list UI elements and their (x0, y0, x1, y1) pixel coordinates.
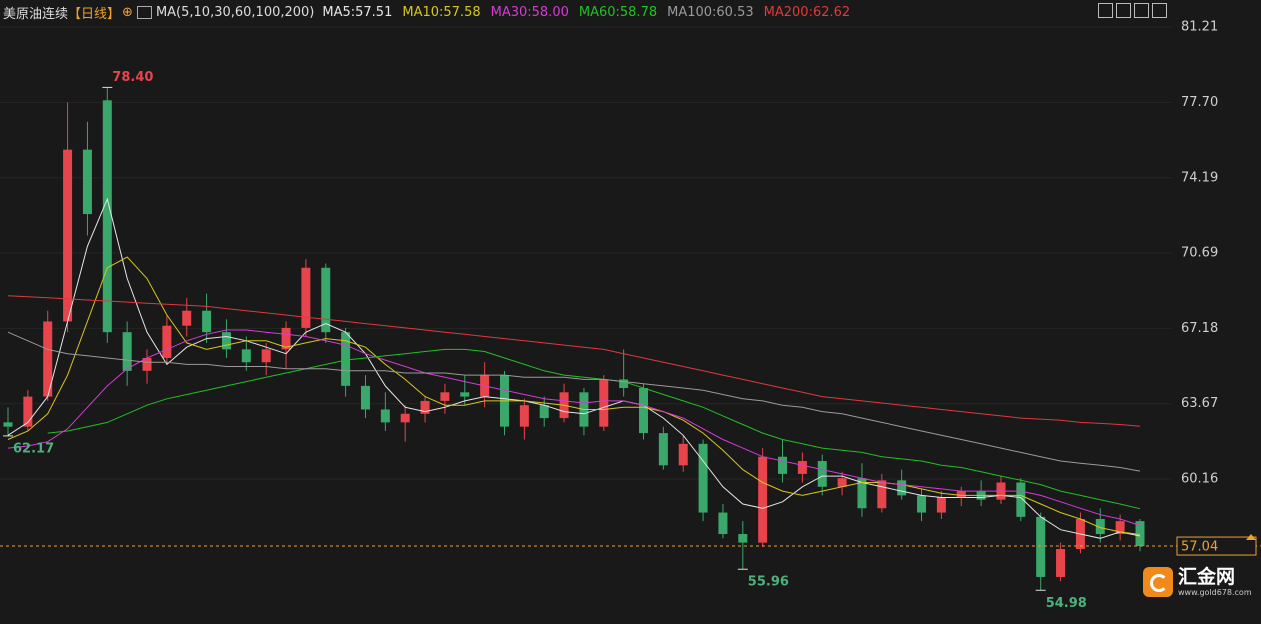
candle-body (1016, 482, 1026, 517)
candle-body (936, 497, 946, 513)
extreme-label: 78.40 (112, 70, 153, 85)
candle-body (1095, 518, 1105, 535)
candle-body (738, 534, 748, 543)
tool-button[interactable] (1116, 3, 1131, 18)
toolbar (1098, 3, 1167, 18)
logo: 汇金网 www.gold678.com (1143, 566, 1252, 597)
ma-line (7, 331, 1141, 472)
candle-body (221, 332, 231, 350)
candle-body (778, 456, 788, 474)
candle-body (1115, 521, 1125, 535)
tool-button[interactable] (1152, 3, 1167, 18)
logo-url: www.gold678.com (1178, 588, 1252, 597)
extreme-label: 62.17 (13, 441, 54, 456)
candle-body (281, 327, 291, 350)
candle-body (956, 491, 966, 498)
candle-body (539, 405, 549, 419)
y-tick-label: 60.16 (1181, 472, 1218, 487)
y-tick-label: 74.19 (1181, 170, 1218, 185)
logo-text: 汇金网 www.gold678.com (1178, 566, 1252, 597)
legend-item: MA200:62.62 (763, 5, 851, 20)
candle-body (440, 392, 450, 401)
candle-body (3, 422, 13, 427)
last-price-box (1176, 536, 1257, 556)
candle-body (182, 310, 192, 326)
candle-body (658, 433, 668, 466)
ma-line (7, 256, 1141, 535)
ma-line (7, 295, 1141, 427)
legend: MA5:57.51 MA10:57.58 MA30:58.00 MA60:58.78 M… (322, 5, 850, 20)
candle-body (420, 400, 430, 414)
candle-body (1135, 521, 1145, 547)
candle-body (877, 480, 887, 509)
candle-body (341, 332, 351, 386)
candle-body (202, 310, 212, 333)
candle-body (519, 405, 529, 427)
candle-body (758, 456, 768, 543)
candle-body (241, 349, 251, 363)
candle-body (460, 392, 470, 397)
candle-body (261, 349, 271, 363)
candle-body (917, 495, 927, 513)
legend-item: MA5:57.51 (322, 5, 393, 20)
extreme-label: 54.98 (1046, 596, 1087, 611)
candle-body (400, 413, 410, 423)
legend-item: MA10:57.58 (402, 5, 481, 20)
ma-line (7, 197, 1141, 539)
candle-body (360, 385, 370, 410)
extreme-label: 55.96 (748, 575, 789, 590)
add-icon[interactable]: ⊕ (122, 5, 133, 20)
y-tick-label: 70.69 (1181, 245, 1218, 260)
candle-body (122, 332, 132, 371)
candle-body (142, 357, 152, 371)
candle-body (797, 461, 807, 474)
candle-body (301, 267, 311, 328)
symbol: 美原油连续 (3, 7, 69, 22)
candle-body (63, 149, 73, 322)
ma-line (47, 348, 1141, 510)
y-tick-label: 63.67 (1181, 396, 1218, 411)
candle-body (380, 409, 390, 423)
last-price-label: 57.04 (1181, 540, 1218, 555)
period[interactable]: 【日线】 (68, 7, 121, 22)
candle-body (599, 379, 609, 427)
candle-body (857, 478, 867, 509)
legend-item: MA100:60.53 (667, 5, 754, 20)
candle-body (102, 100, 112, 333)
candle-body (718, 512, 728, 535)
logo-mark (1143, 566, 1173, 597)
ma-params: MA(5,10,30,60,100,200) (155, 5, 315, 20)
candle-body (639, 388, 649, 434)
y-tick-label: 67.18 (1181, 321, 1218, 336)
logo-name: 汇金网 (1178, 566, 1236, 588)
candle-body (897, 480, 907, 496)
candle-body (1056, 549, 1066, 577)
candle-body (82, 149, 92, 215)
candle-body (321, 267, 331, 333)
candle-body (1036, 516, 1046, 577)
candle-body (678, 443, 688, 466)
candle-body (162, 325, 172, 358)
header: 美原油连续 【日线】 ⊕ MA(5,10,30,60,100,200) MA5:… (3, 3, 858, 22)
candle-body (23, 396, 33, 427)
y-tick-label: 81.21 (1181, 20, 1218, 35)
candle-body (43, 321, 53, 397)
legend-item: MA60:58.78 (578, 5, 658, 20)
tool-button[interactable] (1134, 3, 1149, 18)
candle-body (817, 461, 827, 487)
indicator-icon[interactable] (136, 6, 152, 19)
ma-line (7, 329, 1141, 526)
y-tick-label: 77.70 (1181, 95, 1218, 110)
last-price-arrow (1246, 534, 1256, 541)
tool-button[interactable] (1098, 3, 1113, 18)
legend-item: MA30:58.00 (490, 5, 569, 20)
candle-body (619, 379, 629, 389)
candle-body (698, 443, 708, 513)
candle-body (837, 478, 847, 487)
